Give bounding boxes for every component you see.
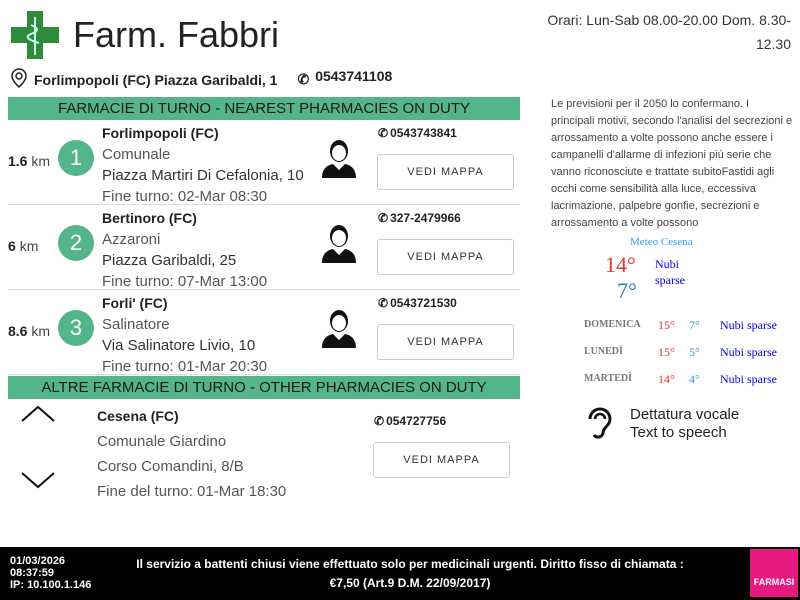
map-button[interactable]: VEDI MAPPA <box>377 324 514 360</box>
distance: 6 km <box>8 238 38 254</box>
other-street: Corso Comandini, 8/B <box>97 458 244 475</box>
tts-label-en: Text to speech <box>630 423 727 441</box>
pharmacy-city: Forli' (FC) <box>102 295 168 311</box>
text-to-speech[interactable]: Dettatura vocale Text to speech <box>580 401 795 446</box>
footer: 01/03/2026 08:37:59 IP: 10.100.1.146 Il … <box>0 547 800 600</box>
phone-icon: ✆ <box>378 296 389 310</box>
pharmacy-street: Via Salinatore Livio, 10 <box>102 337 256 354</box>
other-name: Comunale Giardino <box>97 433 227 450</box>
footer-status: 01/03/2026 08:37:59 IP: 10.100.1.146 <box>10 555 91 591</box>
notice-line-2: €7,50 (Art.9 D.M. 22/09/2017) <box>329 576 491 590</box>
forecast-max: 15° <box>658 345 675 359</box>
distance-unit: km <box>19 238 39 254</box>
weather-widget: Meteo Cesena 14° 7° Nubi sparse DOMENICA… <box>545 236 795 401</box>
other-pharmacy-info: Cesena (FC) Comunale Giardino Corso Coma… <box>97 404 286 504</box>
distance: 8.6 km <box>8 323 50 339</box>
address-text: Forlimpopoli (FC) Piazza Garibaldi, 1 <box>34 71 278 88</box>
forecast-day: DOMENICA <box>584 319 641 330</box>
pharmacy-name: Azzaroni <box>102 231 161 248</box>
other-city: Cesena (FC) <box>97 408 179 424</box>
pharmacy-city: Bertinoro (FC) <box>102 210 197 226</box>
pharmacy-cross-logo <box>11 11 59 64</box>
pharmacy-row: 1.6 km 1 Forlimpopoli (FC) Comunale Piaz… <box>8 120 520 205</box>
ear-icon[interactable] <box>580 401 620 446</box>
other-heading: ALTRE FARMACIE DI TURNO - OTHER PHARMACI… <box>8 376 520 399</box>
pharmacy-street: Piazza Martiri Di Cefalonia, 10 <box>102 167 304 184</box>
map-button[interactable]: VEDI MAPPA <box>377 154 514 190</box>
phone-icon: ✆ <box>378 126 389 140</box>
today-max: 14° <box>605 252 636 277</box>
distance: 1.6 km <box>8 153 50 169</box>
nearest-heading: FARMACIE DI TURNO - NEAREST PHARMACIES O… <box>8 97 520 120</box>
location-pin-icon <box>10 68 28 91</box>
distance-unit: km <box>31 323 51 339</box>
pharmacist-icon <box>321 223 357 268</box>
distance-value: 6 <box>8 238 16 254</box>
farmasi-logo: FARMASI <box>750 549 798 597</box>
notice-line-1: Il servizio a battenti chiusi viene effe… <box>136 557 684 571</box>
footer-notice: Il servizio a battenti chiusi viene effe… <box>110 555 710 593</box>
other-phone: ✆ 054727756 <box>374 414 446 428</box>
pharmacy-name: Comunale <box>102 146 171 163</box>
distance-unit: km <box>31 153 51 169</box>
pharmacy-street: Piazza Garibaldi, 25 <box>102 252 237 269</box>
phone-number: 0543743841 <box>390 126 457 140</box>
phone-icon: ✆ <box>374 414 385 428</box>
phone-number: 327-2479966 <box>390 211 461 225</box>
distance-value: 1.6 <box>8 153 28 169</box>
forecast-min: 5° <box>689 345 700 359</box>
pharmacy-end-time: Fine turno: 01-Mar 20:30 <box>102 358 268 375</box>
forecast-day: LUNEDÌ <box>584 346 623 357</box>
pharmacy-end-time: Fine turno: 07-Mar 13:00 <box>102 273 268 290</box>
opening-hours: Orari: Lun-Sab 08.00-20.00 Dom. 8.30-12.… <box>547 12 791 52</box>
pharmacy-phone: ✆ 0543721530 <box>378 296 457 310</box>
pharmacy-info: Bertinoro (FC) Azzaroni Piazza Garibaldi… <box>102 208 267 292</box>
pharmacy-row: 6 km 2 Bertinoro (FC) Azzaroni Piazza Ga… <box>8 205 520 290</box>
rank-badge: 2 <box>58 225 94 261</box>
other-end-time: Fine del turno: 01-Mar 18:30 <box>97 483 287 500</box>
phone-icon: ✆ <box>297 71 310 87</box>
pharmacy-end-time: Fine turno: 02-Mar 08:30 <box>102 188 268 205</box>
footer-time: 08:37:59 <box>10 567 55 579</box>
pharmacy-phone: ✆ 327-2479966 <box>378 211 461 225</box>
forecast-min: 7° <box>689 318 700 332</box>
pharmacy-phone: ✆ 0543743841 <box>378 126 457 140</box>
rank-badge: 3 <box>58 310 94 346</box>
today-weather-icon: Nubi sparse <box>655 257 685 287</box>
rank-badge: 1 <box>58 140 94 176</box>
phone-number: 054727756 <box>386 414 447 428</box>
forecast-day: MARTEDÌ <box>584 373 632 384</box>
pharmacy-info: Forlimpopoli (FC) Comunale Piazza Martir… <box>102 123 304 207</box>
forecast-weather-icon: Nubi sparse <box>720 318 777 332</box>
tts-label-it: Dettatura vocale <box>630 405 740 423</box>
scroll-down-arrow-icon[interactable] <box>20 470 56 495</box>
right-column: Le previsioni per il 2050 lo confermano.… <box>545 96 795 446</box>
pharmacy-city: Forlimpopoli (FC) <box>102 125 219 141</box>
weather-title[interactable]: Meteo Cesena <box>630 236 693 248</box>
news-text: Le previsioni per il 2050 lo confermano.… <box>551 98 793 229</box>
forecast-max: 15° <box>658 318 675 332</box>
map-button[interactable]: VEDI MAPPA <box>377 239 514 275</box>
phone-number: 0543741108 <box>315 67 393 84</box>
forecast-max: 14° <box>658 372 675 386</box>
forecast-weather-icon: Nubi sparse <box>720 372 777 386</box>
pharmacist-icon <box>321 308 357 353</box>
pharmacy-address: Forlimpopoli (FC) Piazza Garibaldi, 1 ✆ … <box>10 68 392 91</box>
forecast-min: 4° <box>689 372 700 386</box>
distance-value: 8.6 <box>8 323 28 339</box>
forecast-weather-icon: Nubi sparse <box>720 345 777 359</box>
phone-number: 0543721530 <box>390 296 457 310</box>
phone-icon: ✆ <box>378 211 389 225</box>
today-min: 7° <box>617 278 637 303</box>
other-map-button[interactable]: VEDI MAPPA <box>373 442 510 478</box>
pharmacy-info: Forli' (FC) Salinatore Via Salinatore Li… <box>102 293 267 377</box>
logo-text: FARMASI <box>753 577 795 587</box>
footer-ip: IP: 10.100.1.146 <box>10 579 92 591</box>
pharmacy-row: 8.6 km 3 Forli' (FC) Salinatore Via Sali… <box>8 290 520 375</box>
pharmacy-title: Farm. Fabbri <box>73 14 280 55</box>
footer-date: 01/03/2026 <box>10 555 66 567</box>
pharmacist-icon <box>321 138 357 183</box>
pharmacy-name: Salinatore <box>102 316 170 333</box>
scroll-up-arrow-icon[interactable] <box>20 404 56 429</box>
